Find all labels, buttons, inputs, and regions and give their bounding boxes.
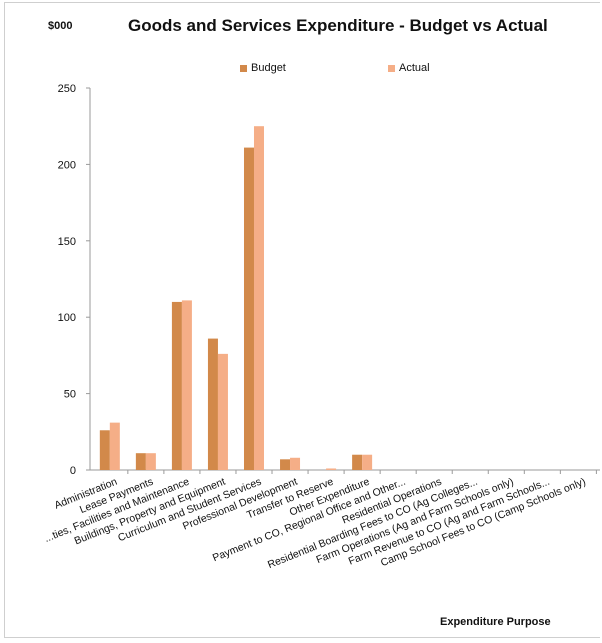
y-tick-label: 50 bbox=[64, 389, 76, 401]
bar-budget-2 bbox=[171, 301, 182, 470]
x-axis-title: Expenditure Purpose bbox=[440, 616, 551, 628]
legend-swatch-actual bbox=[388, 64, 395, 72]
bar-actual-4 bbox=[253, 126, 264, 470]
y-tick-label: 200 bbox=[58, 159, 76, 171]
bar-budget-3 bbox=[207, 338, 218, 470]
legend-label-actual: Actual bbox=[399, 62, 430, 74]
bar-budget-0 bbox=[99, 430, 110, 470]
bar-actual-2 bbox=[181, 300, 192, 470]
y-axis-unit-label: $000 bbox=[48, 20, 73, 32]
y-tick-label: 250 bbox=[58, 83, 76, 95]
chart-title: Goods and Services Expenditure - Budget … bbox=[128, 16, 548, 35]
bar-budget-5 bbox=[280, 459, 291, 470]
chart-frame bbox=[4, 2, 600, 638]
legend-item-actual: Actual bbox=[388, 62, 430, 74]
bar-actual-1 bbox=[145, 453, 156, 470]
bar-actual-3 bbox=[217, 353, 228, 470]
bar-actual-5 bbox=[290, 457, 301, 470]
bar-actual-0 bbox=[109, 422, 120, 470]
y-tick-label: 150 bbox=[58, 236, 76, 248]
legend-swatch-budget bbox=[240, 64, 247, 72]
y-tick-label: 100 bbox=[58, 312, 76, 324]
bar-budget-1 bbox=[135, 453, 146, 470]
legend-item-budget: Budget bbox=[240, 62, 286, 74]
y-tick-label: 0 bbox=[70, 465, 76, 477]
bar-actual-6 bbox=[326, 468, 337, 470]
bar-budget-7 bbox=[352, 454, 363, 470]
bar-actual-7 bbox=[362, 454, 373, 470]
legend-label-budget: Budget bbox=[251, 62, 286, 74]
bar-budget-4 bbox=[243, 147, 254, 471]
